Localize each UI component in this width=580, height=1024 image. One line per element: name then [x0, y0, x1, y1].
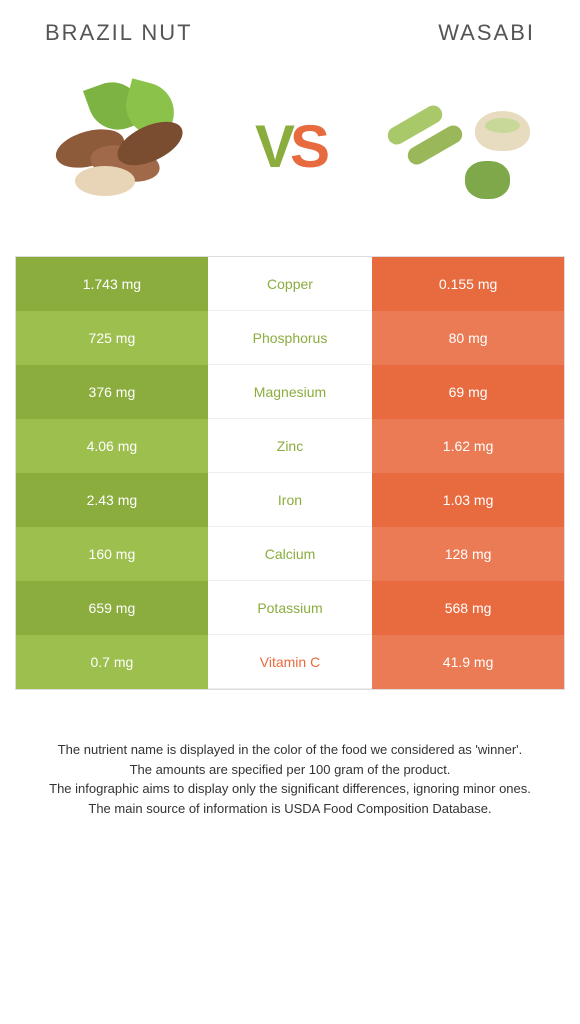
value-left: 659 mg [16, 581, 208, 635]
nutrient-label: Magnesium [208, 365, 372, 419]
table-row: 0.7 mgVitamin C41.9 mg [16, 635, 564, 689]
value-right: 80 mg [372, 311, 564, 365]
value-right: 69 mg [372, 365, 564, 419]
brazil-nut-image [35, 76, 215, 216]
value-left: 376 mg [16, 365, 208, 419]
vs-v: V [255, 113, 290, 180]
footer-line: The main source of information is USDA F… [25, 799, 555, 819]
images-row: VS [15, 76, 565, 216]
footer-line: The nutrient name is displayed in the co… [25, 740, 555, 760]
nutrient-label: Iron [208, 473, 372, 527]
value-right: 128 mg [372, 527, 564, 581]
table-row: 2.43 mgIron1.03 mg [16, 473, 564, 527]
value-left: 725 mg [16, 311, 208, 365]
footer-line: The amounts are specified per 100 gram o… [25, 760, 555, 780]
vs-s: S [290, 113, 325, 180]
value-left: 4.06 mg [16, 419, 208, 473]
nutrient-label: Potassium [208, 581, 372, 635]
value-right: 568 mg [372, 581, 564, 635]
value-right: 41.9 mg [372, 635, 564, 689]
value-left: 160 mg [16, 527, 208, 581]
value-left: 1.743 mg [16, 257, 208, 311]
footer-line: The infographic aims to display only the… [25, 779, 555, 799]
titles-row: BRAZIL NUT WASABI [15, 20, 565, 46]
footer-notes: The nutrient name is displayed in the co… [15, 740, 565, 818]
value-left: 2.43 mg [16, 473, 208, 527]
table-row: 659 mgPotassium568 mg [16, 581, 564, 635]
wasabi-image [365, 76, 545, 216]
value-right: 1.62 mg [372, 419, 564, 473]
nutrient-label: Vitamin C [208, 635, 372, 689]
nutrient-label: Calcium [208, 527, 372, 581]
value-right: 0.155 mg [372, 257, 564, 311]
table-row: 1.743 mgCopper0.155 mg [16, 257, 564, 311]
table-row: 376 mgMagnesium69 mg [16, 365, 564, 419]
comparison-table: 1.743 mgCopper0.155 mg725 mgPhosphorus80… [15, 256, 565, 690]
value-left: 0.7 mg [16, 635, 208, 689]
nutrient-label: Copper [208, 257, 372, 311]
value-right: 1.03 mg [372, 473, 564, 527]
table-row: 725 mgPhosphorus80 mg [16, 311, 564, 365]
title-left: BRAZIL NUT [45, 20, 193, 46]
title-right: WASABI [438, 20, 535, 46]
nutrient-label: Phosphorus [208, 311, 372, 365]
table-row: 4.06 mgZinc1.62 mg [16, 419, 564, 473]
table-row: 160 mgCalcium128 mg [16, 527, 564, 581]
vs-label: VS [255, 112, 325, 181]
nutrient-label: Zinc [208, 419, 372, 473]
